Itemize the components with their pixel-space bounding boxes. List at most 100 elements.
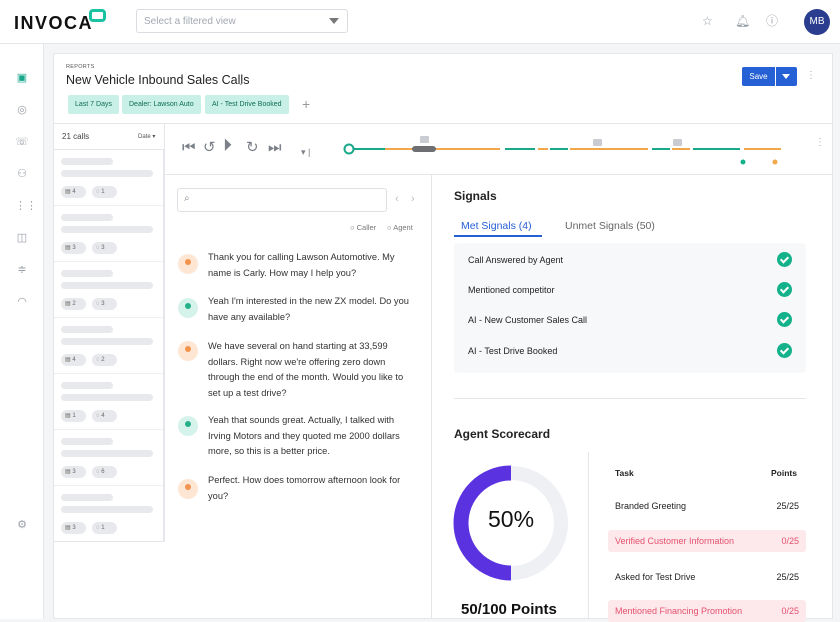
sort-label: Date — [138, 134, 151, 140]
timeline-playhead — [412, 146, 436, 152]
bell-icon[interactable]: 🔔︎ — [735, 14, 751, 28]
list-item[interactable]: ▤ 1 ◌ 4 — [54, 374, 163, 430]
score-points: 50/100 Points — [461, 601, 557, 618]
timeline-options-icon[interactable]: ⋮ — [815, 137, 825, 148]
placeholder-bar — [61, 438, 113, 445]
placeholder-bar — [61, 494, 113, 501]
target-icon[interactable]: ◎ — [17, 104, 27, 116]
placeholder-bar — [61, 214, 113, 221]
active-tab-indicator — [454, 235, 542, 237]
list-item[interactable]: ▤ 2 ◌ 3 — [54, 262, 163, 318]
signal-count-badge: ▤ 3 — [61, 242, 86, 254]
check-icon — [777, 312, 792, 327]
invoca-logo[interactable]: INVOCA — [14, 13, 94, 33]
comment-marker-icon — [593, 139, 602, 146]
placeholder-bar — [61, 158, 113, 165]
save-button[interactable]: Save — [742, 67, 775, 86]
divider — [164, 124, 165, 542]
table-row: Asked for Test Drive 25/25 — [608, 566, 806, 588]
dashboard-icon[interactable]: ▣ — [16, 72, 28, 84]
gear-icon[interactable]: ⚙ — [17, 519, 27, 531]
people-icon[interactable]: ⚇ — [17, 168, 27, 180]
list-item[interactable]: ▤ 3 ◌ 3 — [54, 206, 163, 262]
forward-15-icon[interactable]: ↻ — [246, 139, 259, 156]
page-title[interactable]: New Vehicle Inbound Sales Calls — [66, 73, 250, 87]
table-row: Mentioned Financing Promotion 0/25 — [608, 600, 806, 622]
breadcrumb[interactable]: REPORTS — [66, 64, 95, 70]
placeholder-bar — [61, 170, 153, 177]
chevron-down-icon[interactable]: ⌄ — [237, 77, 245, 87]
transcript-search-input[interactable]: ⌕ — [177, 188, 387, 212]
list-item[interactable]: ▤ 3 ◌ 6 — [54, 430, 163, 486]
star-icon[interactable]: ☆ — [702, 14, 713, 28]
signal-item: AI - New Customer Sales Call — [468, 315, 588, 325]
task-points: 0/25 — [781, 536, 799, 546]
divider — [165, 174, 832, 175]
sort-dropdown[interactable]: Date ▾ — [138, 134, 156, 140]
placeholder-bar — [61, 326, 113, 333]
skip-end-icon[interactable]: ⏭ — [268, 139, 282, 156]
filter-chip-dealer[interactable]: Dealer: Lawson Auto — [122, 95, 201, 114]
previous-match-icon[interactable]: ‹ — [395, 193, 399, 205]
divider — [54, 123, 832, 124]
task-name: Branded Greeting — [615, 501, 687, 511]
call-timeline[interactable] — [340, 130, 790, 170]
phone-icon[interactable]: ☏ — [15, 136, 29, 148]
list-item[interactable]: ▤ 4 ◌ 2 — [54, 318, 163, 374]
signals-title: Signals — [454, 189, 497, 203]
chevron-down-icon — [329, 18, 339, 24]
filter-chip-date[interactable]: Last 7 Days — [68, 95, 119, 114]
check-icon — [777, 252, 792, 267]
agent-avatar — [178, 298, 198, 318]
task-points: 0/25 — [781, 606, 799, 616]
left-nav-rail: ▣ ◎ ☏ ⚇ ⋮⋮ ◫ ≑ ◠ ⚙ — [0, 44, 44, 619]
speed-dropdown[interactable]: ▾ | — [301, 147, 311, 157]
signal-count-badge: ▤ 3 — [61, 466, 86, 478]
chart-icon[interactable]: ◫ — [16, 232, 28, 244]
comment-count-badge: ◌ 6 — [92, 466, 117, 478]
list-item[interactable]: ▤ 4 ◌ 1 — [54, 150, 163, 206]
next-match-icon[interactable]: › — [411, 193, 415, 205]
caller-avatar — [178, 479, 198, 499]
agent-event-dot — [740, 159, 746, 165]
timeline-start-marker — [343, 143, 355, 155]
check-icon — [777, 282, 792, 297]
logo-bubble-icon — [89, 9, 106, 22]
divider — [431, 175, 432, 619]
comment-count-badge: ◌ 1 — [92, 186, 117, 198]
placeholder-bar — [61, 226, 153, 233]
placeholder-bar — [61, 282, 153, 289]
comment-count-badge: ◌ 3 — [92, 298, 117, 310]
grid-icon[interactable]: ⋮⋮ — [15, 200, 37, 212]
help-icon[interactable]: ⓘ — [766, 14, 779, 28]
check-icon — [777, 343, 792, 358]
transcript-message: Yeah that sounds great. Actually, I talk… — [208, 415, 400, 456]
signal-count-badge: ▤ 4 — [61, 354, 86, 366]
divider — [454, 398, 806, 399]
signal-item: AI - Test Drive Booked — [468, 346, 558, 356]
search-icon: ⌕ — [184, 193, 190, 204]
view-select[interactable]: Select a filtered view — [136, 9, 348, 33]
placeholder-bar — [61, 506, 153, 513]
transcript-search-field[interactable] — [198, 192, 378, 208]
play-icon[interactable]: ⏵ — [223, 135, 232, 155]
skip-start-icon[interactable]: ⏮ — [182, 139, 196, 156]
rewind-15-icon[interactable]: ↺ — [203, 139, 216, 156]
signal-icon[interactable]: ◠ — [17, 296, 27, 308]
user-avatar[interactable]: MB — [804, 9, 830, 35]
sliders-icon[interactable]: ≑ — [17, 264, 27, 276]
divider — [588, 452, 589, 619]
task-name: Mentioned Financing Promotion — [615, 606, 743, 616]
tab-unmet-signals[interactable]: Unmet Signals (50) — [565, 220, 655, 232]
transcript-message: We have several on hand starting at 33,5… — [208, 341, 404, 398]
comment-count-badge: ◌ 2 — [92, 354, 117, 366]
tab-met-signals[interactable]: Met Signals (4) — [461, 220, 532, 232]
list-item[interactable]: ▤ 3 ◌ 1 — [54, 486, 163, 542]
task-points: 25/25 — [776, 572, 799, 582]
more-options-icon[interactable]: ⋮ — [806, 70, 816, 81]
caller-avatar — [178, 341, 198, 361]
filter-chip-signal[interactable]: AI - Test Drive Booked — [205, 95, 289, 114]
signal-item: Mentioned competitor — [468, 285, 555, 295]
add-filter-button[interactable]: + — [302, 96, 311, 112]
save-options-button[interactable] — [776, 67, 797, 86]
